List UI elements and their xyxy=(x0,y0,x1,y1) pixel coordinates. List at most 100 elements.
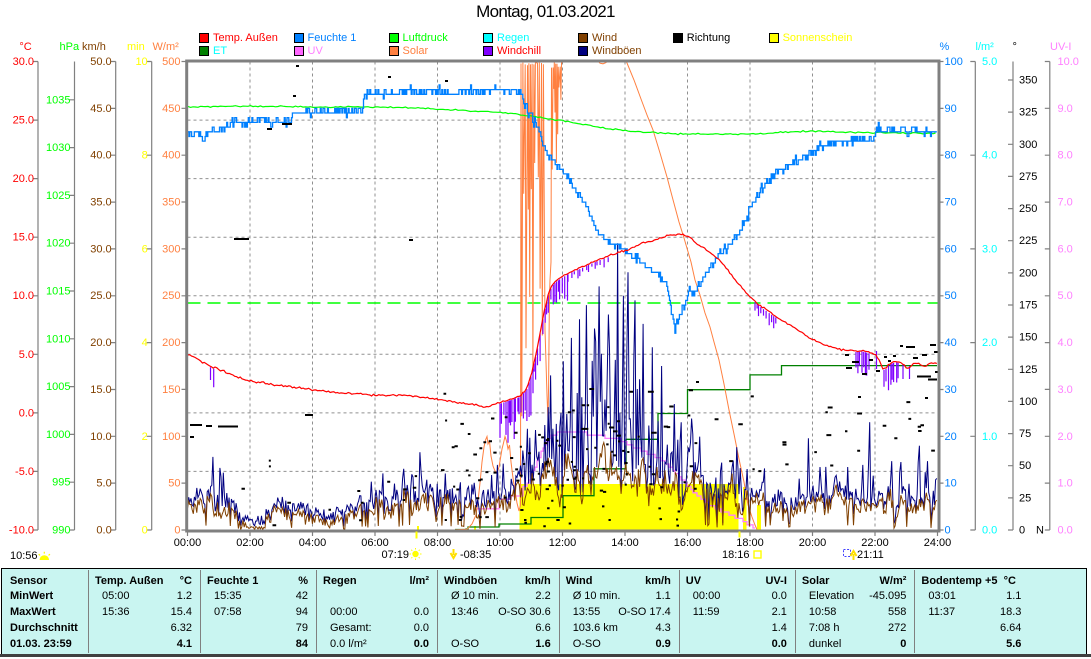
svg-text:1035: 1035 xyxy=(46,94,70,106)
svg-text:70: 70 xyxy=(945,197,957,209)
svg-text:50.0: 50.0 xyxy=(90,56,111,68)
svg-text:300: 300 xyxy=(1019,139,1037,151)
svg-text:100: 100 xyxy=(945,56,963,68)
svg-text:W/m²: W/m² xyxy=(153,41,180,53)
svg-text:5.0: 5.0 xyxy=(19,349,34,361)
svg-text:1005: 1005 xyxy=(46,381,70,393)
svg-text:1010: 1010 xyxy=(46,333,70,345)
svg-text:hPa: hPa xyxy=(60,41,80,53)
svg-text:30: 30 xyxy=(945,384,957,396)
svg-text:2: 2 xyxy=(142,431,148,443)
svg-text:%: % xyxy=(940,41,950,53)
svg-text:2.0: 2.0 xyxy=(982,337,997,349)
svg-text:1.0: 1.0 xyxy=(982,431,997,443)
svg-text:02:00: 02:00 xyxy=(236,537,264,549)
svg-text:0: 0 xyxy=(142,525,148,537)
svg-text:275: 275 xyxy=(1019,171,1037,183)
svg-text:10:56: 10:56 xyxy=(10,550,38,562)
svg-text:990: 990 xyxy=(52,525,70,537)
svg-text:14:00: 14:00 xyxy=(611,537,639,549)
svg-text:-10.0: -10.0 xyxy=(9,525,34,537)
svg-text:5.0: 5.0 xyxy=(96,478,111,490)
svg-text:90: 90 xyxy=(945,103,957,115)
svg-text:3.0: 3.0 xyxy=(1058,384,1073,396)
svg-text:04:00: 04:00 xyxy=(299,537,327,549)
svg-text:225: 225 xyxy=(1019,235,1037,247)
svg-text:80: 80 xyxy=(945,150,957,162)
svg-text:350: 350 xyxy=(1019,75,1037,87)
svg-text:50: 50 xyxy=(945,290,957,302)
svg-text:1.0: 1.0 xyxy=(1058,478,1073,490)
svg-text:10: 10 xyxy=(135,56,147,68)
svg-text:21:11: 21:11 xyxy=(857,549,884,561)
svg-text:175: 175 xyxy=(1019,300,1037,312)
svg-text:40.0: 40.0 xyxy=(90,150,111,162)
svg-text:325: 325 xyxy=(1019,107,1037,119)
svg-text:0.0: 0.0 xyxy=(982,525,997,537)
svg-text:10:00: 10:00 xyxy=(486,537,514,549)
svg-text:40: 40 xyxy=(945,337,957,349)
svg-text:400: 400 xyxy=(162,150,180,162)
svg-text:45.0: 45.0 xyxy=(90,103,111,115)
svg-text:5.0: 5.0 xyxy=(982,56,997,68)
svg-text:00:00: 00:00 xyxy=(174,537,202,549)
svg-text:350: 350 xyxy=(162,197,180,209)
svg-text:1020: 1020 xyxy=(46,238,70,250)
svg-text:1015: 1015 xyxy=(46,286,70,298)
svg-text:995: 995 xyxy=(52,477,70,489)
svg-text:300: 300 xyxy=(162,243,180,255)
svg-text:-5.0: -5.0 xyxy=(15,466,34,478)
svg-text:100: 100 xyxy=(1019,396,1037,408)
svg-text:125: 125 xyxy=(1019,364,1037,376)
svg-text:0.0: 0.0 xyxy=(96,525,111,537)
svg-text:UV-I: UV-I xyxy=(1050,41,1071,53)
svg-text:4: 4 xyxy=(142,337,148,349)
svg-text:°: ° xyxy=(1013,41,1017,53)
svg-text:0: 0 xyxy=(945,525,951,537)
svg-text:18:00: 18:00 xyxy=(736,537,764,549)
svg-text:l/m²: l/m² xyxy=(976,41,995,53)
svg-text:50: 50 xyxy=(1019,460,1031,472)
svg-text:km/h: km/h xyxy=(82,41,106,53)
svg-text:8: 8 xyxy=(142,150,148,162)
svg-text:8.0: 8.0 xyxy=(1058,150,1073,162)
svg-text:12:00: 12:00 xyxy=(549,537,577,549)
svg-text:25.0: 25.0 xyxy=(13,115,34,127)
svg-text:0.0: 0.0 xyxy=(1058,525,1073,537)
svg-text:200: 200 xyxy=(1019,267,1037,279)
svg-text:50: 50 xyxy=(168,478,180,490)
svg-text:N: N xyxy=(1036,525,1044,537)
svg-text:100: 100 xyxy=(162,431,180,443)
svg-text:06:00: 06:00 xyxy=(361,537,389,549)
svg-text:2.0: 2.0 xyxy=(1058,431,1073,443)
svg-text:20: 20 xyxy=(945,431,957,443)
svg-text:7.0: 7.0 xyxy=(1058,197,1073,209)
svg-text:10: 10 xyxy=(945,478,957,490)
svg-text:35.0: 35.0 xyxy=(90,197,111,209)
svg-text:24:00: 24:00 xyxy=(924,537,952,549)
svg-text:30.0: 30.0 xyxy=(90,243,111,255)
svg-text:75: 75 xyxy=(1019,428,1031,440)
svg-text:0: 0 xyxy=(1019,525,1025,537)
svg-text:25: 25 xyxy=(1019,492,1031,504)
svg-text:10.0: 10.0 xyxy=(90,431,111,443)
svg-text:15.0: 15.0 xyxy=(13,232,34,244)
svg-text:4.0: 4.0 xyxy=(982,150,997,162)
svg-text:08:00: 08:00 xyxy=(424,537,452,549)
svg-text:25.0: 25.0 xyxy=(90,290,111,302)
svg-text:5.0: 5.0 xyxy=(1058,290,1073,302)
svg-text:16:00: 16:00 xyxy=(674,537,702,549)
svg-text:6.0: 6.0 xyxy=(1058,243,1073,255)
svg-text:0.0: 0.0 xyxy=(19,407,34,419)
svg-text:18:16: 18:16 xyxy=(722,549,750,561)
svg-text:3.0: 3.0 xyxy=(982,243,997,255)
svg-text:0: 0 xyxy=(174,525,180,537)
svg-text:-08:35: -08:35 xyxy=(460,549,491,561)
svg-text:°C: °C xyxy=(19,41,31,53)
svg-text:30.0: 30.0 xyxy=(13,56,34,68)
svg-text:4.0: 4.0 xyxy=(1058,337,1073,349)
svg-text:500: 500 xyxy=(162,56,180,68)
svg-text:15.0: 15.0 xyxy=(90,384,111,396)
svg-text:250: 250 xyxy=(162,290,180,302)
svg-text:1025: 1025 xyxy=(46,190,70,202)
